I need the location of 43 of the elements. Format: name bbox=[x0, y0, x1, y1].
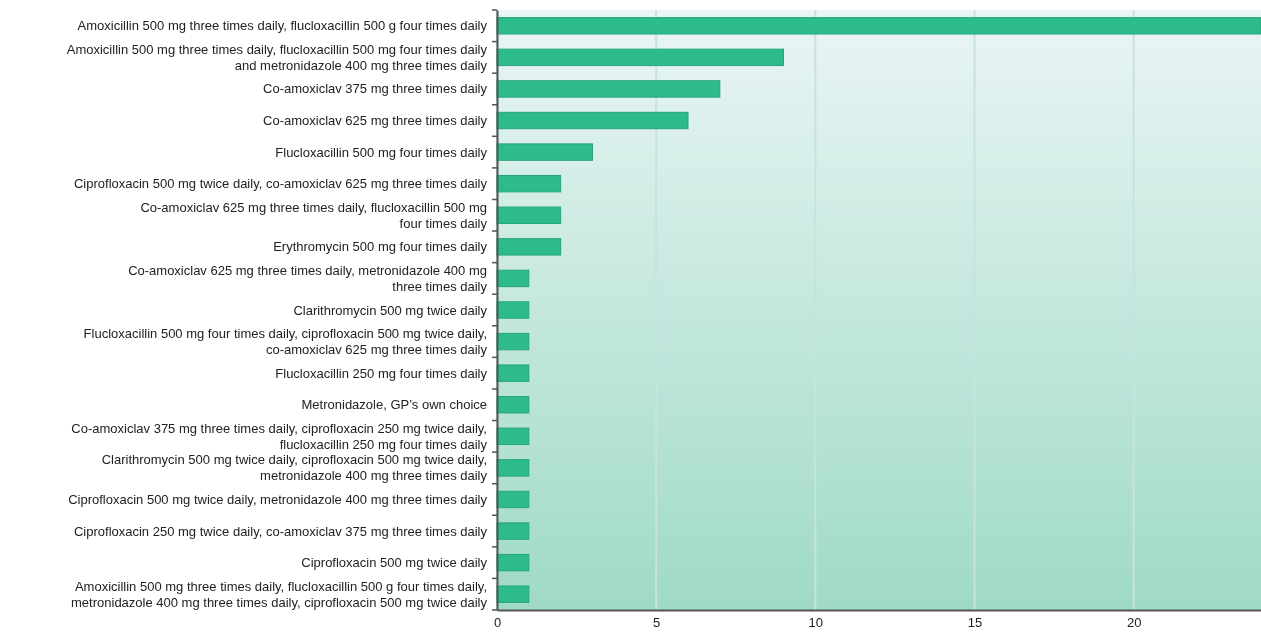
y-tick-label: Flucloxacillin 500 mg four times daily bbox=[275, 144, 488, 160]
bar bbox=[496, 111, 689, 130]
bar bbox=[496, 364, 530, 382]
y-tick-label: Flucloxacillin 250 mg four times daily bbox=[275, 365, 488, 381]
x-tick-label: 10 bbox=[808, 615, 824, 631]
bar bbox=[496, 174, 562, 193]
y-tick-label: Ciprofloxacin 500 mg twice daily, metronidazole 400 mg three times daily bbox=[68, 491, 488, 507]
y-tick-label: Clarithromycin 500 mg twice daily bbox=[293, 302, 488, 318]
y-tick-label: Co-amoxiclav 625 mg three times daily, flucloxacillin 500 mg four times daily bbox=[140, 199, 488, 231]
bar bbox=[496, 490, 530, 509]
bar bbox=[496, 48, 784, 67]
y-tick-label: Clarithromycin 500 mg twice daily, ciprofloxacin 500 mg twice daily, metronidazole 400 mg three times daily bbox=[101, 452, 488, 484]
bar bbox=[496, 17, 1261, 35]
bar bbox=[496, 269, 530, 288]
y-tick-label: Co-amoxiclav 375 mg three times daily bbox=[263, 81, 488, 97]
bar bbox=[496, 206, 562, 224]
bar bbox=[496, 585, 530, 603]
y-tick-label: Amoxicillin 500 mg three times daily, flucloxacillin 500 g four times daily, metronidazole 400 mg three times daily, ciprofloxacin 500 mg twice daily bbox=[71, 578, 488, 610]
bar bbox=[496, 396, 530, 414]
y-tick-label: Amoxicillin 500 mg three times daily, flucloxacillin 500 mg four times daily and metronidazole 400 mg three times daily bbox=[66, 41, 488, 73]
bar bbox=[496, 80, 721, 98]
bar bbox=[496, 332, 530, 351]
x-tick-label: 5 bbox=[653, 615, 661, 631]
bar bbox=[496, 553, 530, 572]
y-tick-label: Ciprofloxacin 500 mg twice daily, co-amoxiclav 625 mg three times daily bbox=[73, 176, 488, 192]
x-tick-label: 20 bbox=[1126, 615, 1142, 631]
bar bbox=[496, 522, 530, 540]
y-tick-label: Erythromycin 500 mg four times daily bbox=[273, 239, 488, 255]
y-tick-label: Metronidazole, GP’s own choice bbox=[301, 397, 487, 413]
x-tick-label: 15 bbox=[967, 615, 983, 631]
y-tick-label: Ciprofloxacin 250 mg twice daily, co-amoxiclav 375 mg three times daily bbox=[73, 523, 488, 539]
y-tick-label: Co-amoxiclav 625 mg three times daily, metronidazole 400 mg three times daily bbox=[128, 262, 488, 294]
bar bbox=[496, 459, 530, 477]
y-tick-label: Flucloxacillin 500 mg four times daily, ciprofloxacin 500 mg twice daily, co-amoxiclav 625 mg three times daily bbox=[83, 326, 488, 358]
bar bbox=[496, 427, 530, 446]
y-tick-label: Ciprofloxacin 500 mg twice daily bbox=[301, 555, 488, 571]
bar bbox=[496, 238, 562, 256]
y-tick-label: Co-amoxiclav 375 mg three times daily, ciprofloxacin 250 mg twice daily, flucloxacillin 250 mg four times daily bbox=[71, 420, 488, 452]
y-tick-label: Amoxicillin 500 mg three times daily, flucloxacillin 500 g four times daily bbox=[77, 18, 488, 34]
x-tick-label: 0 bbox=[493, 615, 502, 631]
y-tick-label: Co-amoxiclav 625 mg three times daily bbox=[263, 113, 488, 129]
bar bbox=[496, 143, 593, 161]
bar bbox=[496, 301, 530, 319]
